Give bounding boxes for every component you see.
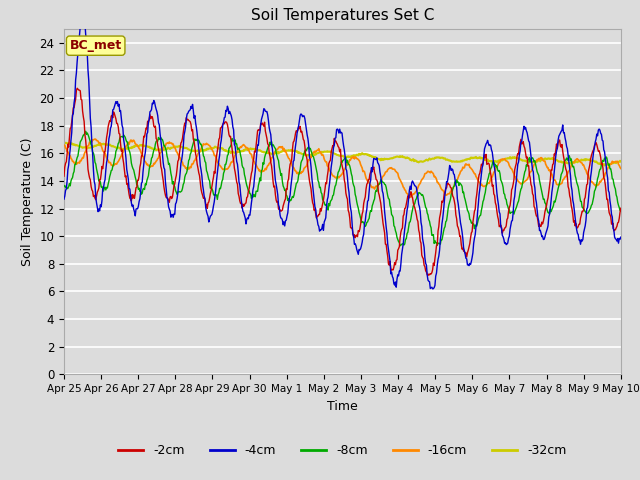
Legend: -2cm, -4cm, -8cm, -16cm, -32cm: -2cm, -4cm, -8cm, -16cm, -32cm <box>113 439 572 462</box>
Title: Soil Temperatures Set C: Soil Temperatures Set C <box>251 9 434 24</box>
Y-axis label: Soil Temperature (C): Soil Temperature (C) <box>20 137 34 266</box>
Text: BC_met: BC_met <box>70 39 122 52</box>
X-axis label: Time: Time <box>327 400 358 413</box>
